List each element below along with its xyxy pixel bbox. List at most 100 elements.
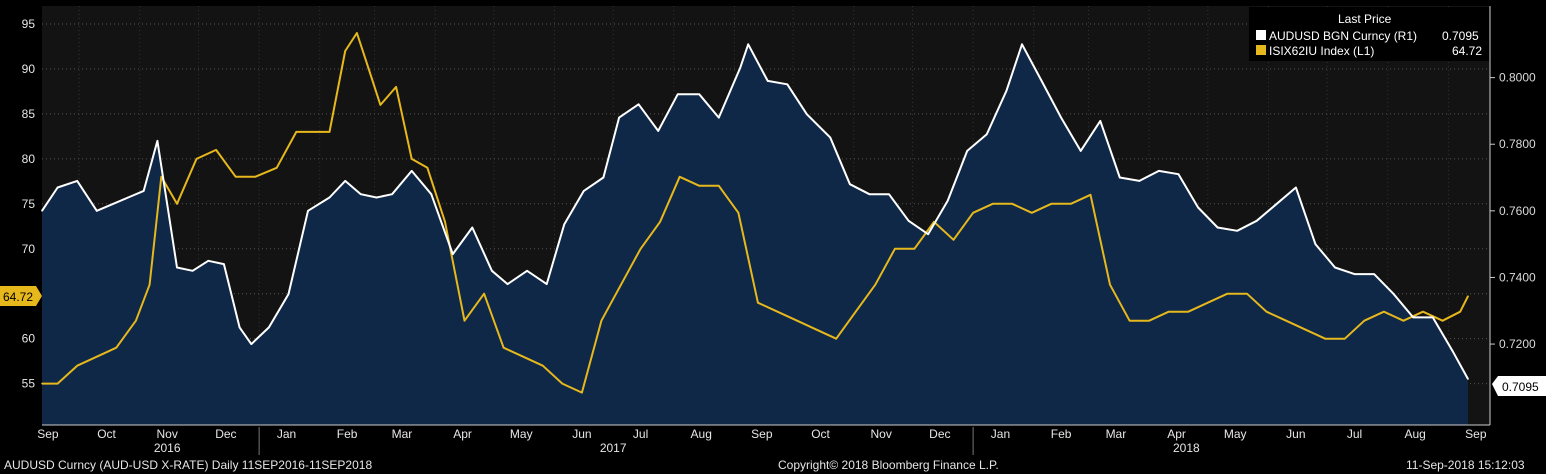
data-point-isix62iu [115, 346, 118, 349]
data-point-audusd [786, 83, 789, 86]
data-point-audusd [1353, 273, 1356, 275]
y-right-tick-label: 0.7800 [1499, 137, 1536, 151]
data-point-audusd [41, 210, 43, 212]
data-point-audusd [1295, 186, 1297, 189]
data-point-isix62iu [1011, 203, 1013, 205]
x-month-label: Sep [1465, 427, 1487, 441]
data-point-isix62iu [542, 364, 544, 367]
x-month-label: Jun [1286, 427, 1305, 441]
data-point-audusd [526, 270, 528, 272]
data-point-audusd [602, 176, 605, 179]
data-point-audusd [76, 180, 78, 182]
data-point-audusd [868, 193, 871, 195]
data-point-isix62iu [367, 68, 370, 70]
legend-swatch-audusd [1256, 30, 1266, 40]
data-point-isix62iu [1402, 319, 1405, 322]
data-point-audusd [1334, 266, 1336, 269]
data-point-isix62iu [1422, 310, 1424, 313]
x-year-label: 2017 [600, 441, 627, 455]
data-point-isix62iu [444, 221, 446, 223]
data-point-audusd [223, 263, 225, 265]
data-point-isix62iu [854, 310, 857, 313]
data-point-isix62iu [1285, 319, 1287, 322]
data-point-audusd [1255, 220, 1258, 222]
data-point-audusd [747, 43, 749, 46]
data-point-isix62iu [344, 50, 347, 52]
data-point-isix62iu [1167, 310, 1170, 313]
x-month-label: Aug [1405, 427, 1426, 441]
data-point-audusd [1451, 349, 1454, 352]
data-point-audusd [191, 270, 194, 272]
data-point-isix62iu [356, 32, 358, 34]
legend-box [1249, 7, 1489, 61]
x-month-label: Jul [633, 427, 648, 441]
data-point-isix62iu [913, 248, 916, 250]
data-point-audusd [888, 193, 890, 195]
data-point-audusd [1392, 293, 1395, 295]
x-month-label: Mar [1106, 427, 1127, 441]
y-right-tick-label: 0.7600 [1499, 204, 1536, 218]
x-month-label: Oct [97, 427, 116, 441]
data-point-audusd [849, 183, 851, 185]
x-month-label: Jun [572, 427, 591, 441]
y-left-tick-label: 80 [22, 152, 36, 166]
data-point-audusd [142, 190, 145, 192]
data-point-isix62iu [1363, 319, 1366, 322]
x-month-label: Sep [37, 427, 59, 441]
data-point-audusd [1467, 378, 1469, 380]
data-point-isix62iu [933, 221, 935, 223]
data-point-isix62iu [522, 355, 524, 358]
y-left-tick-label: 55 [22, 377, 36, 391]
x-month-label: Oct [811, 427, 830, 441]
data-point-audusd [946, 200, 949, 202]
data-point-isix62iu [581, 391, 583, 394]
data-point-audusd [111, 203, 114, 205]
data-point-audusd [1158, 170, 1160, 172]
data-point-isix62iu [620, 283, 622, 286]
legend-value-audusd: 0.7095 [1442, 29, 1479, 43]
data-point-audusd [739, 66, 742, 69]
data-point-audusd [806, 113, 808, 115]
audusd-area [42, 44, 1468, 426]
series-lines [41, 32, 1469, 394]
last-value-left: 64.72 [0, 286, 42, 306]
data-point-audusd [1197, 206, 1199, 209]
data-point-audusd [156, 140, 159, 142]
data-point-isix62iu [1344, 337, 1346, 340]
legend-header: Last Price [1338, 12, 1392, 26]
data-point-isix62iu [234, 176, 237, 178]
data-point-isix62iu [737, 212, 740, 214]
data-point-audusd [430, 193, 433, 195]
footer-right: 11-Sep-2018 15:12:03 [1406, 458, 1525, 472]
data-point-isix62iu [502, 346, 505, 349]
series-line-isix62iu [42, 32, 1469, 394]
x-month-label: Dec [929, 427, 950, 441]
data-point-isix62iu [96, 355, 98, 358]
data-point-audusd [410, 170, 413, 172]
data-point-audusd [676, 93, 679, 96]
y-axis-right: 0.7200 0.7400 0.7600 0.7800 0.8000 [1489, 6, 1536, 425]
data-point-isix62iu [483, 292, 485, 295]
data-point-isix62iu [328, 131, 331, 133]
data-point-isix62iu [41, 382, 43, 385]
x-month-label: Nov [870, 427, 891, 441]
data-point-audusd [344, 180, 347, 182]
data-point-audusd [250, 343, 253, 345]
data-point-isix62iu [600, 319, 603, 322]
data-point-isix62iu [1050, 203, 1053, 205]
x-month-label: Jan [277, 427, 296, 441]
data-point-isix62iu [1148, 319, 1150, 322]
data-point-audusd [927, 233, 929, 235]
x-month-label: Nov [157, 427, 178, 441]
data-point-isix62iu [835, 337, 837, 340]
data-point-audusd [491, 270, 493, 272]
data-point-isix62iu [894, 248, 896, 250]
data-point-isix62iu [295, 131, 298, 133]
x-month-label: May [1224, 427, 1247, 441]
x-month-label: Apr [453, 427, 472, 441]
data-point-isix62iu [275, 167, 278, 169]
last-value-labels: 64.72 0.7095 [0, 286, 1546, 396]
data-point-audusd [452, 253, 454, 255]
y-axis-left: 556065707580859095 [22, 17, 36, 391]
x-month-label: May [510, 427, 533, 441]
